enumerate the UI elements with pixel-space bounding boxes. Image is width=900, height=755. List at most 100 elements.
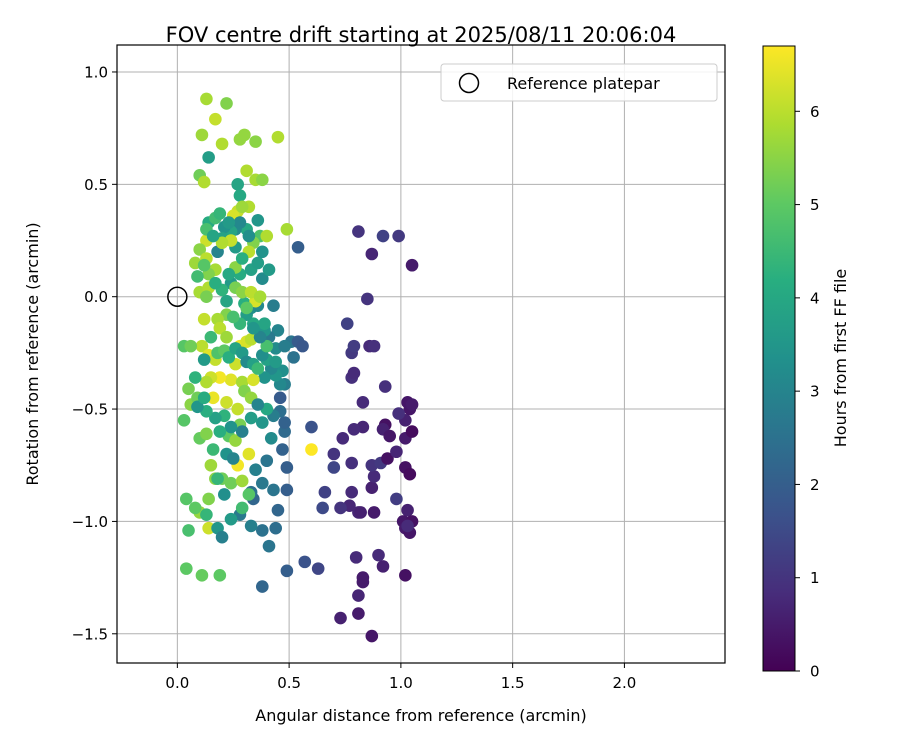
data-point	[334, 611, 347, 625]
colorbar-tick-label: 0	[810, 663, 820, 681]
data-point	[278, 416, 291, 429]
reference-platepar-marker	[167, 286, 188, 307]
colorbar-gradient	[762, 45, 796, 672]
data-point	[347, 339, 361, 353]
data-point	[403, 467, 417, 481]
y-axis-ticks: 1.0 0.5 0.0 −0.5 −1.0 −1.5	[72, 63, 117, 643]
data-point	[327, 447, 341, 461]
x-tick-label: 1.5	[501, 674, 525, 692]
x-tick-label: 0.0	[165, 674, 189, 692]
data-point	[260, 454, 274, 468]
data-point	[200, 427, 213, 441]
data-point	[200, 92, 213, 106]
data-point	[224, 420, 238, 434]
data-point	[235, 200, 249, 214]
data-point	[255, 476, 269, 490]
data-point	[255, 416, 269, 429]
data-point	[202, 492, 215, 506]
data-point	[224, 512, 238, 526]
data-point	[258, 371, 271, 384]
data-point	[226, 452, 240, 465]
data-point	[213, 425, 227, 438]
data-point	[200, 290, 213, 303]
data-point	[280, 483, 294, 497]
data-point	[209, 411, 222, 425]
data-point	[240, 301, 253, 315]
data-point	[347, 422, 361, 436]
data-point	[280, 564, 294, 578]
data-point	[220, 97, 233, 110]
data-point	[200, 375, 213, 389]
x-axis-ticks: 0.0 0.5 1.0 1.5 2.0	[165, 663, 636, 692]
data-point	[249, 135, 262, 148]
data-point	[383, 429, 397, 443]
data-point	[242, 447, 256, 461]
colorbar-ticks: 0 1 2 3 4 5 6	[795, 103, 820, 681]
data-point	[195, 339, 209, 353]
y-tick-label: 0.5	[84, 176, 108, 194]
data-point	[399, 569, 412, 582]
data-point	[340, 317, 354, 330]
plot-frame	[116, 44, 726, 664]
data-point	[211, 472, 224, 486]
data-point	[381, 452, 394, 465]
data-point	[224, 373, 238, 387]
data-point	[226, 310, 240, 324]
data-point	[251, 362, 265, 375]
data-point	[336, 431, 350, 445]
data-point	[179, 562, 193, 575]
data-point	[365, 629, 379, 643]
data-point	[220, 396, 233, 409]
data-point	[390, 445, 403, 459]
data-point	[291, 240, 305, 254]
data-point	[235, 474, 249, 488]
data-point	[197, 312, 211, 326]
data-point	[334, 501, 347, 515]
data-point	[244, 519, 258, 533]
data-point	[405, 398, 419, 411]
data-point	[191, 400, 204, 414]
data-point	[200, 508, 213, 521]
colorbar-tick-label: 2	[810, 476, 820, 494]
data-points	[167, 92, 419, 643]
data-point	[215, 530, 229, 544]
data-point	[188, 371, 202, 384]
data-point	[209, 276, 222, 290]
colorbar-tick-label: 3	[810, 383, 820, 401]
data-point	[278, 425, 291, 438]
data-point	[197, 258, 211, 272]
data-point	[267, 483, 280, 497]
data-point	[352, 225, 365, 238]
data-point	[316, 501, 329, 515]
data-point	[213, 569, 227, 582]
data-point	[255, 272, 269, 286]
data-point	[191, 270, 204, 283]
chart-title: FOV centre drift starting at 2025/08/11 …	[166, 23, 677, 47]
data-point	[376, 560, 390, 573]
data-point	[262, 539, 276, 553]
data-point	[356, 396, 370, 409]
data-point	[267, 299, 280, 312]
y-tick-label: −1.0	[72, 513, 108, 531]
data-point	[378, 380, 392, 393]
data-point	[197, 353, 211, 366]
data-point	[311, 562, 325, 575]
data-point	[195, 569, 209, 582]
legend-marker-icon	[458, 72, 480, 94]
data-point	[390, 492, 403, 506]
data-point	[249, 463, 262, 477]
data-point	[229, 434, 242, 447]
data-point	[231, 178, 245, 191]
data-point	[206, 443, 220, 456]
data-point	[372, 548, 385, 562]
data-point	[220, 294, 233, 308]
data-point	[233, 216, 247, 229]
data-point	[251, 398, 265, 411]
data-point	[356, 571, 370, 584]
data-point	[220, 330, 233, 344]
data-point	[213, 207, 227, 220]
data-point	[235, 252, 249, 265]
data-point	[233, 189, 247, 202]
data-point	[197, 175, 211, 189]
data-point	[258, 317, 271, 330]
